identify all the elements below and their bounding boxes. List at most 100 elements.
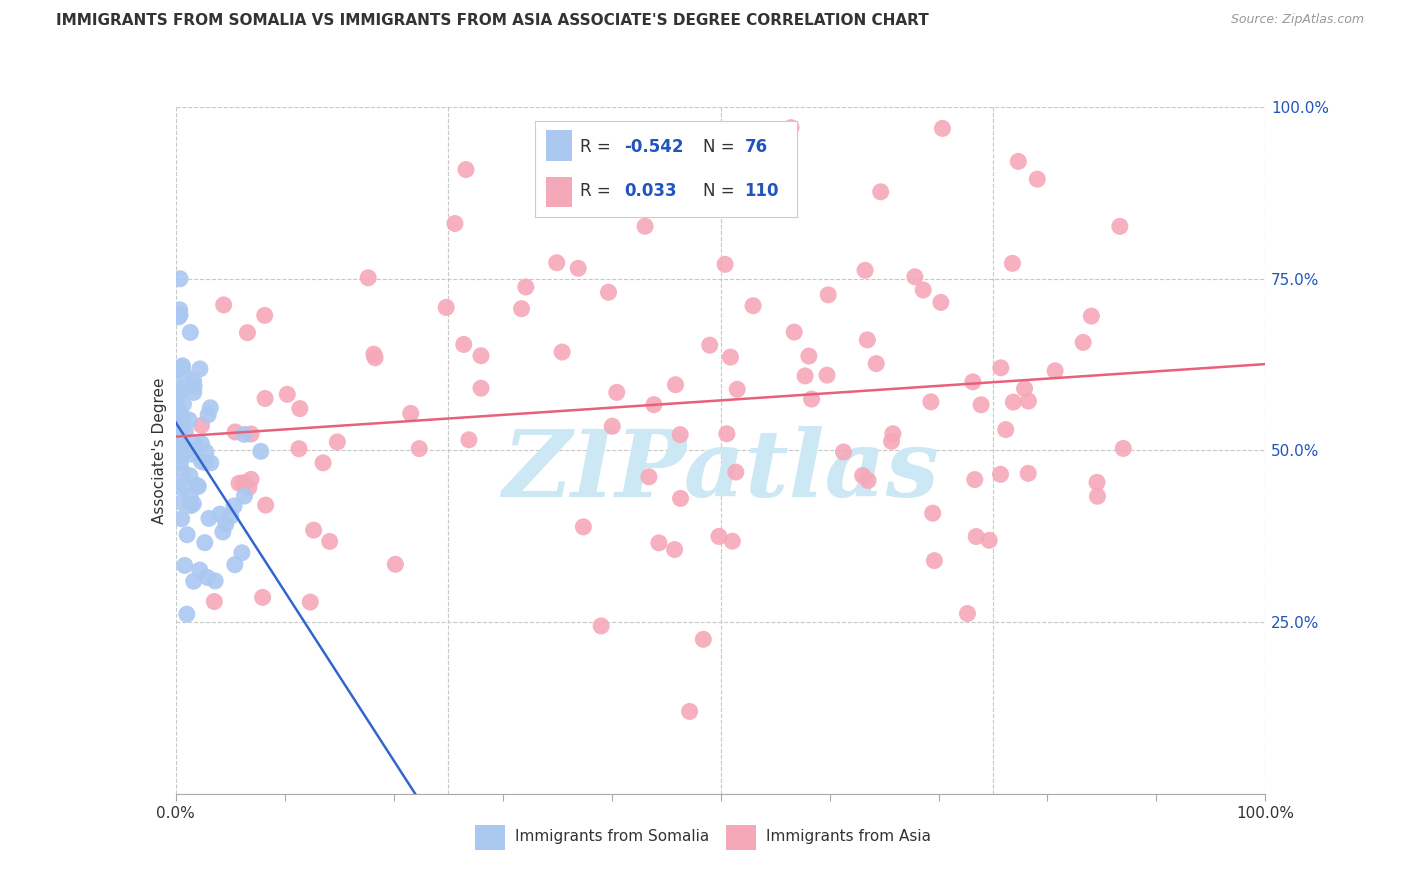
Point	[979, 533, 1001, 548]
Point	[228, 476, 250, 491]
Point	[470, 349, 492, 363]
Point	[783, 325, 806, 339]
Point	[1026, 172, 1049, 186]
Point	[173, 558, 195, 573]
Point	[931, 121, 953, 136]
Point	[904, 269, 927, 284]
Point	[172, 360, 194, 375]
Point	[253, 309, 276, 323]
Point	[699, 338, 721, 352]
Point	[212, 298, 235, 312]
Point	[299, 595, 322, 609]
Point	[721, 534, 744, 549]
Point	[707, 529, 730, 543]
Point	[170, 495, 193, 509]
Point	[165, 393, 187, 408]
Point	[994, 423, 1017, 437]
Point	[166, 440, 188, 454]
Point	[384, 558, 406, 572]
Point	[956, 607, 979, 621]
Point	[1017, 394, 1039, 409]
Point	[276, 387, 298, 401]
Point	[929, 295, 952, 310]
Point	[598, 285, 620, 300]
Point	[169, 456, 191, 470]
Point	[172, 465, 194, 479]
Point	[197, 408, 219, 422]
Point	[326, 434, 349, 449]
Point	[188, 563, 211, 577]
Point	[720, 350, 742, 364]
Point	[202, 594, 225, 608]
Point	[1001, 256, 1024, 270]
Point	[167, 385, 190, 400]
Point	[794, 368, 817, 383]
Point	[169, 381, 191, 395]
Point	[176, 528, 198, 542]
Point	[172, 441, 194, 455]
Point	[882, 426, 904, 441]
Point	[179, 468, 201, 483]
Point	[912, 283, 935, 297]
Point	[174, 425, 197, 439]
Point	[166, 416, 188, 430]
Point	[600, 419, 623, 434]
Point	[1080, 309, 1102, 323]
Point	[169, 450, 191, 464]
Point	[176, 607, 198, 622]
Point	[183, 574, 205, 589]
Text: ZIPatlas: ZIPatlas	[502, 426, 939, 516]
Point	[815, 368, 838, 383]
Point	[454, 162, 477, 177]
Point	[678, 705, 700, 719]
Point	[800, 392, 823, 406]
Point	[1002, 395, 1025, 409]
Point	[643, 398, 665, 412]
Point	[238, 481, 260, 495]
Point	[166, 363, 188, 377]
Point	[208, 507, 231, 521]
Point	[364, 351, 387, 365]
Point	[198, 511, 221, 525]
Point	[240, 427, 263, 442]
Point	[453, 337, 475, 351]
Point	[920, 394, 942, 409]
Point	[924, 554, 946, 568]
Point	[167, 441, 190, 455]
Point	[172, 359, 194, 373]
Point	[714, 257, 737, 271]
Point	[183, 379, 205, 393]
Point	[167, 420, 190, 434]
Point	[183, 385, 205, 400]
Point	[742, 299, 765, 313]
Point	[236, 326, 259, 340]
Point	[200, 401, 222, 415]
Point	[302, 523, 325, 537]
Point	[817, 288, 839, 302]
Text: Source: ZipAtlas.com: Source: ZipAtlas.com	[1230, 13, 1364, 27]
Point	[180, 447, 202, 461]
Point	[179, 326, 201, 340]
Point	[965, 530, 987, 544]
Point	[252, 591, 274, 605]
Point	[692, 632, 714, 647]
Point	[797, 349, 820, 363]
Point	[551, 345, 574, 359]
Point	[183, 437, 205, 451]
Point	[724, 465, 747, 479]
Point	[510, 301, 533, 316]
Point	[166, 427, 188, 442]
Point	[1007, 154, 1029, 169]
Point	[165, 406, 187, 420]
Point	[186, 478, 208, 492]
Point	[172, 419, 194, 434]
Point	[219, 509, 242, 524]
Point	[194, 535, 217, 549]
Point	[1108, 219, 1130, 234]
Point	[224, 425, 246, 439]
Point	[434, 301, 457, 315]
Point	[664, 542, 686, 557]
Point	[166, 479, 188, 493]
Point	[470, 381, 492, 395]
Point	[444, 217, 467, 231]
